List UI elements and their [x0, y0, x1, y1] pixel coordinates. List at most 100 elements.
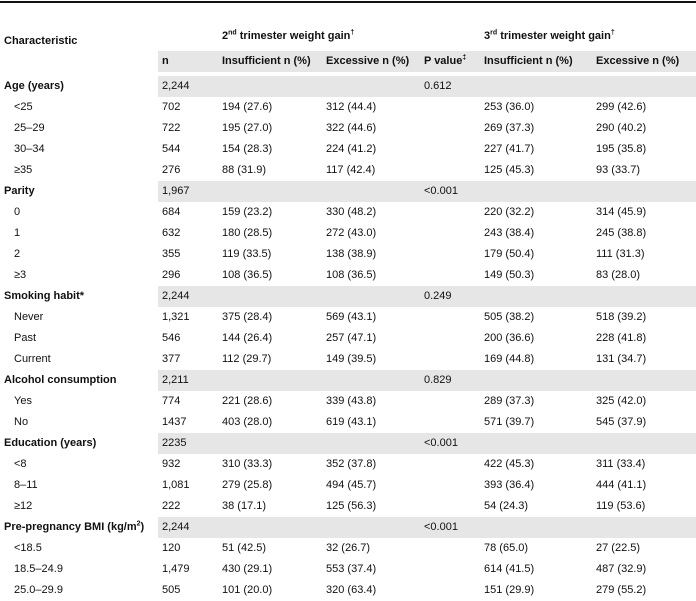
row-label: <25: [14, 101, 33, 113]
count-percent: 169 (44.8): [484, 353, 535, 365]
count-percent: 403 (28.0): [222, 416, 273, 428]
count-percent: 88 (31.9): [222, 164, 267, 176]
row-shade: [158, 433, 696, 454]
n-value: 1,967: [162, 185, 190, 197]
count-percent: 430 (29.1): [222, 563, 273, 575]
count-percent: 619 (43.1): [326, 416, 377, 428]
count-percent: 38 (17.1): [222, 500, 267, 512]
row-label: <8: [14, 458, 27, 470]
count-percent: 272 (43.0): [326, 227, 377, 239]
p-value: 0.829: [424, 374, 452, 386]
count-percent: 505 (38.2): [484, 311, 535, 323]
count-percent: 93 (33.7): [596, 164, 641, 176]
n-value: 774: [162, 395, 181, 407]
count-percent: 112 (29.7): [222, 353, 272, 365]
count-percent: 553 (37.4): [326, 563, 377, 575]
count-percent: 322 (44.6): [326, 122, 377, 134]
n-value: 2,244: [162, 290, 190, 302]
count-percent: 518 (39.2): [596, 311, 647, 323]
count-percent: 195 (27.0): [222, 122, 273, 134]
ordinal-suffix: nd: [228, 29, 237, 37]
n-value: 544: [162, 143, 181, 155]
top-rule: [0, 1, 696, 3]
header-insufficient: Insufficient n (%): [484, 55, 573, 67]
p-value: 0.249: [424, 290, 452, 302]
count-percent: 154 (28.3): [222, 143, 273, 155]
count-percent: 487 (32.9): [596, 563, 647, 575]
header-p-value: P value‡: [424, 51, 466, 72]
n-value: 296: [162, 269, 181, 281]
row-label: 2: [14, 248, 21, 260]
count-percent: 138 (38.9): [326, 248, 377, 260]
n-value: 1,479: [162, 563, 190, 575]
count-percent: 131 (34.7): [596, 353, 647, 365]
count-percent: 310 (33.3): [222, 458, 273, 470]
count-percent: 144 (26.4): [222, 332, 273, 344]
count-percent: 299 (42.6): [596, 101, 647, 113]
count-percent: 393 (36.4): [484, 479, 535, 491]
count-percent: 279 (25.8): [222, 479, 273, 491]
row-label: 0: [14, 206, 21, 218]
count-percent: 51 (42.5): [222, 542, 267, 554]
n-value: 355: [162, 248, 181, 260]
group-label: Smoking habit*: [4, 290, 85, 302]
count-percent: 279 (55.2): [596, 584, 647, 596]
group-label: Alcohol consumption: [4, 374, 117, 386]
count-percent: 269 (37.3): [484, 122, 535, 134]
count-percent: 289 (37.3): [484, 395, 535, 407]
n-value: 632: [162, 227, 181, 239]
count-percent: 83 (28.0): [596, 269, 641, 281]
count-percent: 111 (31.3): [596, 248, 645, 260]
count-percent: 194 (27.6): [222, 101, 273, 113]
header-text: trimester weight gain: [239, 30, 351, 42]
count-percent: 375 (28.4): [222, 311, 273, 323]
row-label: ≥35: [14, 164, 33, 176]
count-percent: 151 (29.9): [484, 584, 535, 596]
n-value: 2,211: [162, 374, 189, 386]
row-label: 30–34: [14, 143, 45, 155]
count-percent: 243 (38.4): [484, 227, 535, 239]
header-characteristic: Characteristic: [4, 35, 78, 47]
group-label: Education (years): [4, 437, 97, 449]
count-percent: 180 (28.5): [222, 227, 273, 239]
group-label: Parity: [4, 185, 35, 197]
count-percent: 220 (32.2): [484, 206, 535, 218]
n-value: 1,081: [162, 479, 190, 491]
count-percent: 78 (65.0): [484, 542, 529, 554]
row-shade: [158, 76, 696, 97]
n-value: 1437: [162, 416, 187, 428]
count-percent: 228 (41.8): [596, 332, 647, 344]
header-excessive: Excessive n (%): [326, 55, 410, 67]
count-percent: 117 (42.4): [326, 164, 376, 176]
header-third: 3rd trimester weight gain†: [484, 26, 615, 47]
count-percent: 325 (42.0): [596, 395, 647, 407]
count-percent: 125 (56.3): [326, 500, 377, 512]
group-label: Age (years): [4, 80, 64, 92]
count-percent: 569 (43.1): [326, 311, 377, 323]
p-value: <0.001: [424, 185, 458, 197]
count-percent: 245 (38.8): [596, 227, 647, 239]
count-percent: 54 (24.3): [484, 500, 529, 512]
n-value: 546: [162, 332, 181, 344]
p-value: <0.001: [424, 437, 458, 449]
row-label: 1: [14, 227, 21, 239]
row-shade: [158, 286, 696, 307]
row-label: ≥12: [14, 500, 33, 512]
count-percent: 253 (36.0): [484, 101, 535, 113]
row-label: <18.5: [14, 542, 42, 554]
count-percent: 320 (63.4): [326, 584, 377, 596]
count-percent: 311 (33.4): [596, 458, 646, 470]
n-value: 2,244: [162, 80, 190, 92]
count-percent: 119 (53.6): [596, 500, 646, 512]
n-value: 684: [162, 206, 181, 218]
row-label: No: [14, 416, 29, 428]
footnote-mark: †: [350, 29, 355, 37]
n-value: 932: [162, 458, 181, 470]
row-shade: [158, 370, 696, 391]
row-label: Never: [14, 311, 44, 323]
count-percent: 290 (40.2): [596, 122, 647, 134]
n-value: 2235: [162, 437, 187, 449]
count-percent: 159 (23.2): [222, 206, 273, 218]
count-percent: 108 (36.5): [222, 269, 273, 281]
